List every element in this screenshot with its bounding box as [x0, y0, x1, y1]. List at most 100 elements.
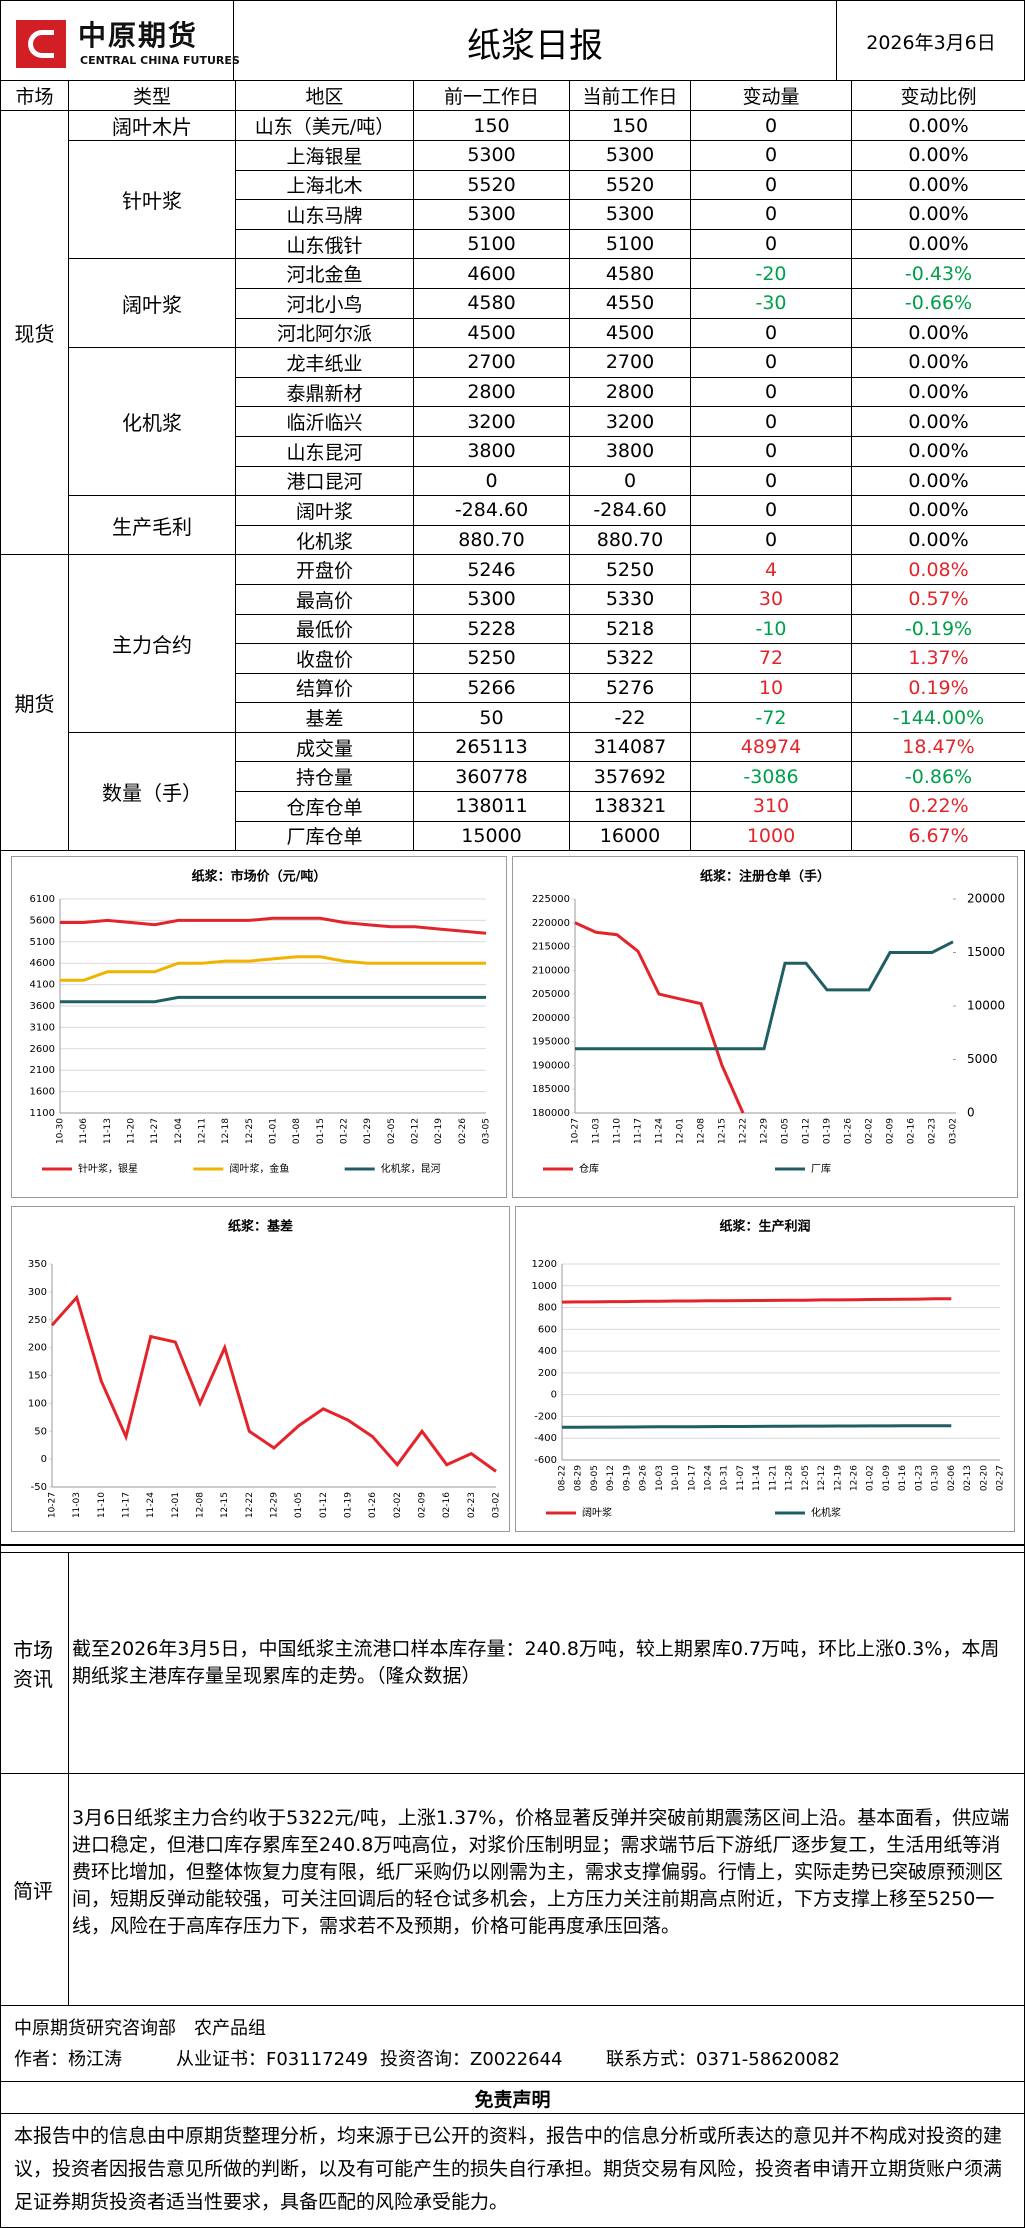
x-tick-label: 11-21 [768, 1465, 778, 1491]
x-tick-label: 02-23 [928, 1118, 938, 1144]
x-tick-label: 09-05 [590, 1465, 600, 1491]
table-cell: 基差 [235, 702, 414, 733]
table-row: 期货 主力合约 开盘价 5246 5250 4 0.08% [0, 554, 1025, 852]
table-cell: 最高价 [235, 583, 414, 615]
x-tick-label: 01-19 [823, 1118, 833, 1144]
divider [68, 1552, 69, 2005]
y-tick-label: 200 [538, 1368, 557, 1379]
x-tick-label: 11-28 [785, 1465, 795, 1491]
table-cell: 50 [413, 702, 570, 733]
table-cell: 360778 [413, 761, 570, 793]
type-cell: 数量（手） [68, 731, 236, 852]
y-tick-label: 1100 [30, 1108, 55, 1119]
y-tick-label: 1000 [532, 1281, 557, 1292]
series-line [575, 940, 954, 1051]
table-cell: 1000 [690, 820, 852, 852]
table-cell: 厂库仓单 [235, 820, 414, 852]
y-tick-label: 5100 [30, 937, 55, 948]
y-tick-label: 1600 [30, 1087, 55, 1098]
divider [0, 2005, 1025, 2006]
y-tick-label: 350 [28, 1259, 47, 1270]
x-tick-label: 08-22 [558, 1465, 568, 1491]
table-cell: 5250 [413, 643, 570, 674]
table-cell: 10 [690, 672, 852, 704]
table-cell: 0 [690, 317, 852, 349]
x-tick-label: 01-23 [914, 1465, 924, 1491]
table-row: 上海北木 5520 5520 0 0.00% [1, 169, 1025, 201]
table-row: 厂库仓单 15000 16000 1000 6.67% [1, 820, 1025, 852]
disclaimer-text: 本报告中的信息由中原期货整理分析，均来源于已公开的资料，报告中的信息分析或所表达… [14, 2125, 1003, 2213]
x-tick-label: 01-16 [898, 1465, 908, 1491]
logo-icon [16, 20, 66, 68]
table-row: 数量（手） 成交量 265113 314087 48974 18.47% [1, 731, 1025, 852]
table-cell: 2700 [413, 347, 570, 378]
x-tick-label: 12-22 [245, 1492, 255, 1518]
table-cell: 2800 [413, 376, 570, 408]
table-cell: -0.19% [851, 613, 1025, 645]
y-tick-label: 200000 [532, 1013, 570, 1024]
table-row: 针叶浆 上海银星 5300 5300 0 0.00% [1, 139, 1025, 260]
x-tick-label: 01-22 [340, 1118, 350, 1144]
table-cell: 150 [413, 110, 570, 141]
table-cell: 最低价 [235, 613, 414, 645]
series-line [60, 955, 486, 982]
table-cell: 开盘价 [235, 554, 414, 585]
table-cell: 持仓量 [235, 761, 414, 793]
x-tick-label: 11-17 [122, 1492, 132, 1518]
x-tick-label: 01-30 [931, 1465, 941, 1491]
table-cell: 880.70 [569, 524, 691, 556]
column-header: 类型 [68, 80, 236, 111]
market-cell: 现货 [0, 109, 69, 556]
table-cell: 2800 [569, 376, 691, 408]
x-tick-label: 12-29 [760, 1118, 770, 1144]
x-tick-label: 12-22 [739, 1118, 749, 1144]
table-cell: 0.22% [851, 791, 1025, 822]
table-cell: 0.00% [851, 465, 1025, 497]
footer-cert: 从业证书：F03117249 [176, 2049, 368, 2070]
legend-label: 仓库 [579, 1162, 599, 1175]
table-cell: 138011 [413, 791, 570, 822]
table-cell: 5228 [413, 613, 570, 645]
table-cell: 5100 [569, 228, 691, 260]
table-cell: 314087 [569, 731, 691, 763]
column-header: 当前工作日 [569, 80, 691, 111]
x-tick-label: 11-03 [592, 1118, 602, 1144]
y-tick-label: 4600 [30, 958, 55, 969]
y2-tick-label: 10000 [967, 999, 1005, 1013]
legend-label: 化机浆 [811, 1506, 841, 1519]
series-line [574, 921, 745, 1114]
x-tick-label: 02-09 [418, 1492, 428, 1518]
divider [0, 2113, 1025, 2114]
x-tick-label: 11-10 [97, 1492, 107, 1518]
table-cell: 0 [690, 169, 852, 201]
y2-tick-label: 5000 [967, 1052, 998, 1066]
table-cell: -20 [690, 258, 852, 289]
table-cell: 3800 [569, 435, 691, 467]
table-cell: 0.00% [851, 495, 1025, 526]
table-cell: 0 [690, 406, 852, 437]
table-cell: 5300 [569, 140, 691, 171]
table-cell: 265113 [413, 731, 570, 763]
table-cell: 5250 [569, 554, 691, 585]
x-tick-label: 12-04 [174, 1118, 184, 1144]
table-cell: -284.60 [413, 495, 570, 526]
table-cell: -0.86% [851, 761, 1025, 793]
table-cell: -3086 [690, 761, 852, 793]
chart: 纸浆：注册仓单（手）180000185000190000195000200000… [532, 869, 1005, 1176]
chart: 纸浆：市场价（元/吨） 1100 1600 2100 2600 3100 3600 4100 4… [30, 869, 492, 1176]
table-cell: 临沂临兴 [235, 406, 414, 437]
x-tick-label: 01-19 [344, 1492, 354, 1518]
y-tick-label: 50 [34, 1426, 47, 1437]
x-tick-label: 10-30 [56, 1118, 66, 1144]
y-tick-label: 5600 [30, 915, 55, 926]
x-tick-label: 11-14 [752, 1465, 762, 1491]
table-cell: 0 [690, 524, 852, 556]
table-row: 最低价 5228 5218 -10 -0.19% [1, 613, 1025, 645]
table-cell: 72 [690, 643, 852, 674]
x-tick-label: 01-12 [802, 1118, 812, 1144]
x-tick-label: 01-05 [294, 1492, 304, 1518]
x-tick-label: 02-09 [886, 1118, 896, 1144]
y-tick-label: 150 [28, 1371, 47, 1382]
divider [233, 0, 234, 80]
x-tick-label: 09-19 [622, 1465, 632, 1491]
